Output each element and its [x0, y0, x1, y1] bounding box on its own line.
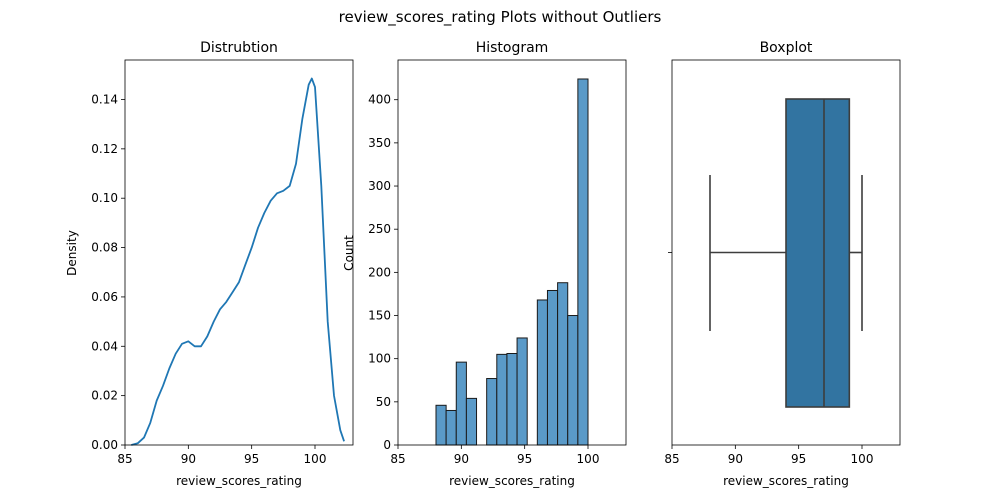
density-ytick-label: 0.10	[91, 191, 118, 205]
density-xlabel: review_scores_rating	[176, 474, 302, 488]
histogram-bar	[567, 315, 579, 446]
boxplot|2-xtick-label: 90	[728, 452, 743, 466]
density-title: Distrubtion	[200, 40, 278, 56]
histogram-ytick-label: 50	[376, 395, 391, 409]
figure-suptitle: review_scores_rating Plots without Outli…	[339, 8, 662, 27]
density|0-xtick-label: 95	[244, 452, 259, 466]
histogram-ylabel: Count	[342, 235, 356, 271]
boxplot-xlabel: review_scores_rating	[723, 474, 849, 488]
histogram-bar	[496, 353, 508, 446]
histogram|1-xtick-label: 90	[454, 452, 469, 466]
histogram-axes-frame	[397, 59, 627, 446]
density-ytick-label: 0.04	[91, 339, 118, 353]
histogram|1-xtick-label: 100	[577, 452, 600, 466]
histogram-ytick-label: 200	[368, 265, 391, 279]
boxplot-ticks: 85 90 95 100	[664, 252, 874, 466]
histogram-panel: Histogram 85 90 95 100 0 50 100 150 200 250 300 350…	[342, 40, 627, 488]
histogram-bar	[577, 78, 589, 446]
histogram-ytick-label: 100	[368, 352, 391, 366]
histogram|1-xtick-label: 85	[390, 452, 405, 466]
histogram-bar	[536, 299, 548, 446]
histogram|1-xtick-label: 95	[517, 452, 532, 466]
density|0-xtick-label: 85	[117, 452, 132, 466]
density-ytick-label: 0.08	[91, 241, 118, 255]
histogram-bar	[465, 397, 478, 446]
density-ytick-label: 0.00	[91, 438, 118, 452]
boxplot-marks	[709, 98, 863, 408]
histogram-bar	[546, 289, 559, 446]
histogram-ytick-label: 0	[383, 438, 391, 452]
histogram-bar	[516, 337, 528, 446]
density|0-xtick-label: 90	[181, 452, 196, 466]
histogram-xlabel: review_scores_rating	[449, 474, 575, 488]
density-curve	[131, 77, 345, 446]
boxplot|2-xtick-label: 95	[791, 452, 806, 466]
histogram-ytick-label: 250	[368, 222, 391, 236]
histogram-ticks: 85 90 95 100 0 50 100 150 200 250 300 350 400	[368, 93, 599, 466]
density-ytick-label: 0.12	[91, 142, 118, 156]
histogram-bar	[455, 361, 467, 446]
histogram-bars	[435, 78, 589, 446]
boxplot|2-xtick-label: 100	[851, 452, 874, 466]
histogram-ytick-label: 350	[368, 136, 391, 150]
boxplot-axes-frame	[671, 59, 901, 446]
boxplot-panel: Boxplot 85 90 95 100 review_scores_rating	[664, 40, 901, 488]
density-ticks: 85 90 95 100 0.00 0.02 0.04 0.06 0.08 0.10 0.12 0.1…	[91, 92, 326, 466]
boxplot-title: Boxplot	[760, 40, 813, 56]
histogram-ytick-label: 300	[368, 179, 391, 193]
density-ytick-label: 0.02	[91, 389, 118, 403]
boxplot-box	[785, 98, 851, 408]
boxplot|2-xtick-label: 85	[664, 452, 679, 466]
density-ytick-label: 0.06	[91, 290, 118, 304]
density-axes-frame	[124, 59, 354, 446]
histogram-bar	[506, 352, 518, 446]
density-ylabel: Density	[65, 230, 79, 276]
density-ytick-label: 0.14	[91, 92, 118, 106]
histogram-ytick-label: 150	[368, 309, 391, 323]
density-panel: Distrubtion 85 90 95 100 0.00 0.02 0.04 0.06 0.0…	[65, 40, 354, 488]
histogram-ytick-label: 400	[368, 93, 391, 107]
histogram-bar	[486, 378, 498, 446]
histogram-bar	[557, 282, 569, 446]
histogram-title: Histogram	[476, 40, 549, 56]
histogram-bar	[435, 404, 447, 446]
density|0-xtick-label: 100	[304, 452, 327, 466]
histogram-bar	[445, 409, 457, 446]
